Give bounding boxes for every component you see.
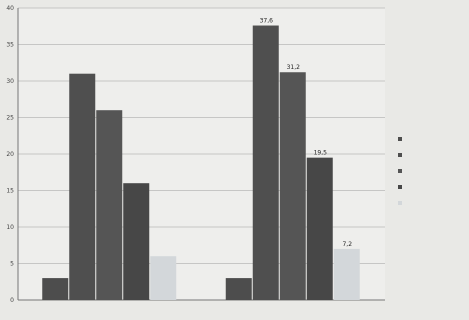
bar-2-5 <box>333 248 360 300</box>
data-label: 7,2 <box>342 241 352 248</box>
data-label: 37,6 <box>260 18 274 25</box>
bar-1-1 <box>42 278 69 300</box>
bar-1-5 <box>150 256 177 300</box>
legend-swatch-5 <box>398 201 402 205</box>
y-tick-label: 35 <box>6 42 14 49</box>
data-label: 19,5 <box>314 150 328 157</box>
y-tick-label: 20 <box>6 151 14 158</box>
y-tick-label: 25 <box>6 115 14 122</box>
bar-1-2 <box>69 73 96 300</box>
y-tick-label: 10 <box>6 224 14 231</box>
legend-swatch-3 <box>398 169 402 173</box>
y-tick-label: 40 <box>6 5 14 12</box>
y-tick-label: 15 <box>6 188 14 195</box>
bar-2-4 <box>306 157 333 300</box>
bar-2-3 <box>279 72 306 301</box>
y-tick-label: 5 <box>10 261 14 268</box>
legend-swatch-4 <box>398 185 402 189</box>
bar-1-3 <box>96 110 123 300</box>
y-tick-label: 30 <box>6 78 14 85</box>
y-tick-label: 0 <box>10 297 14 304</box>
bar-2-2 <box>252 25 279 301</box>
legend-swatch-2 <box>398 153 402 157</box>
bar-1-4 <box>123 183 150 300</box>
data-label: 31,2 <box>287 64 301 71</box>
legend-swatch-1 <box>398 137 402 141</box>
bar-2-1 <box>225 278 252 300</box>
